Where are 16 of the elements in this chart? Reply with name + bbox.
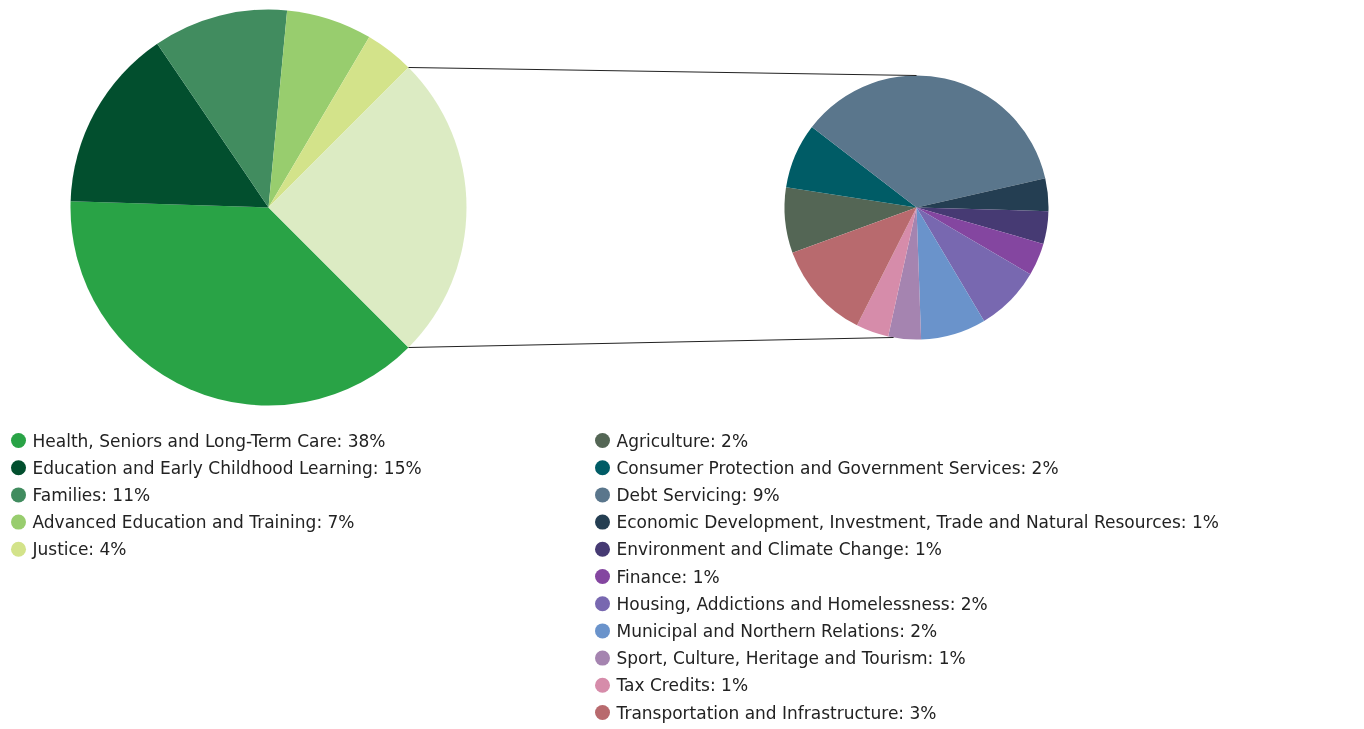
- legend-label: Transportation and Infrastructure: 3%: [615, 702, 937, 723]
- legend-label: Education and Early Childhood Learning: 15%: [32, 457, 422, 478]
- legend-label: Consumer Protection and Government Services: 2%: [616, 457, 1059, 478]
- legend-label: Families: 11%: [32, 484, 151, 505]
- legend-label: Debt Servicing: 9%: [616, 484, 780, 505]
- legend-label: Economic Development, Investment, Trade and Natural Resources: 1%: [616, 512, 1219, 533]
- legend-label: Municipal and Northern Relations: 2%: [616, 620, 938, 641]
- legend-label: Sport, Culture, Heritage and Tourism: 1%: [616, 648, 966, 669]
- legend-label: Tax Credits: 1%: [615, 675, 749, 696]
- legend-label: Health, Seniors and Long-Term Care: 38%: [32, 430, 386, 451]
- legend-label: Justice: 4%: [31, 539, 127, 560]
- legend-label: Environment and Climate Change: 1%: [616, 539, 942, 560]
- legend-label: Housing, Addictions and Homelessness: 2%: [616, 593, 988, 614]
- legend-label: Agriculture: 2%: [616, 430, 749, 451]
- legend-label: Advanced Education and Training: 7%: [32, 512, 355, 533]
- legend-label: Finance: 1%: [616, 566, 720, 587]
